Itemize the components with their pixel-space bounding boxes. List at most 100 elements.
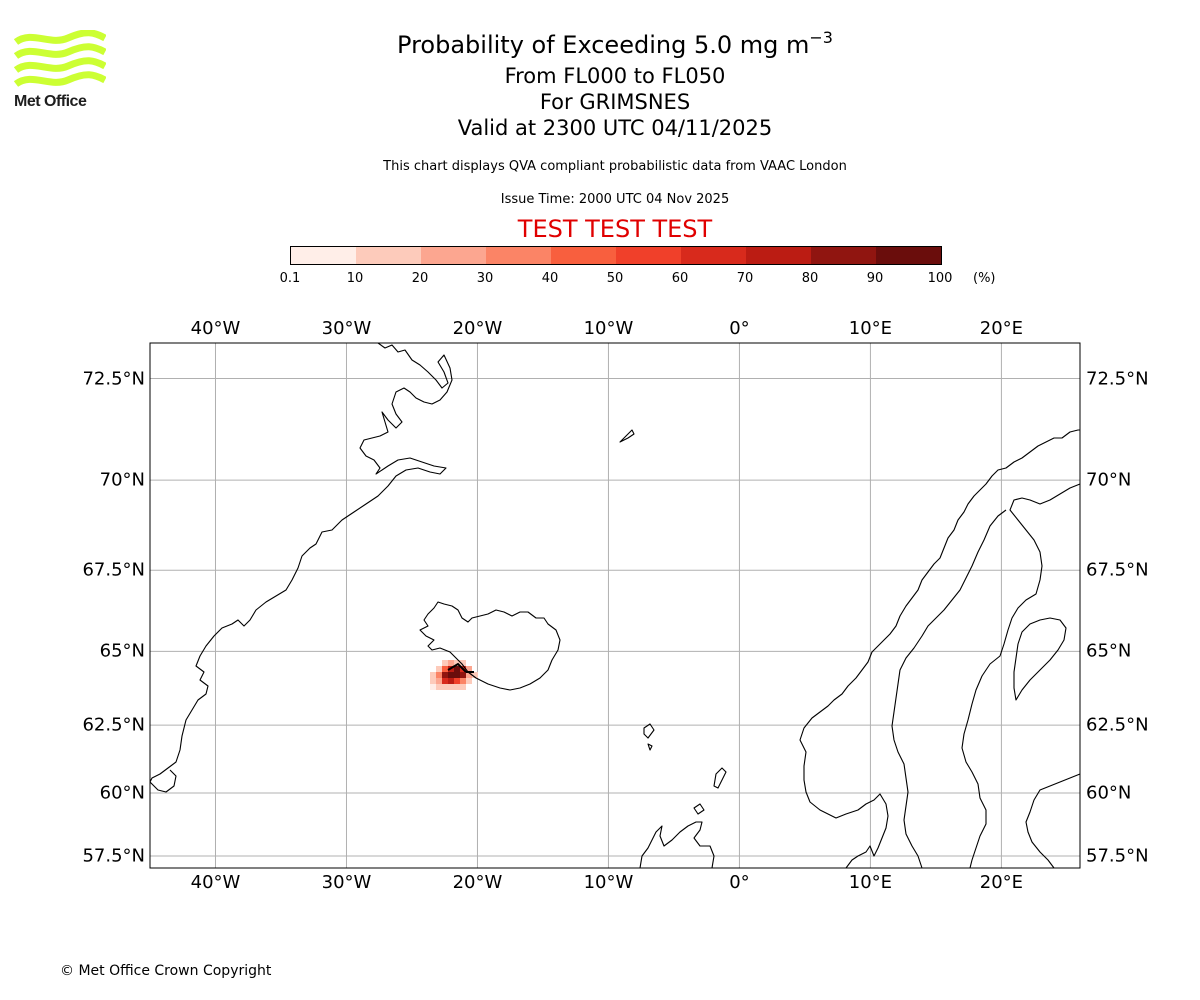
issue-time: Issue Time: 2000 UTC 04 Nov 2025 [500, 192, 730, 207]
latitude-label-left: 62.5°N [82, 714, 145, 736]
colorbar-tick-label: 40 [541, 271, 559, 286]
colorbar-segment [616, 247, 681, 264]
colorbar-tick-label: 60 [671, 271, 689, 286]
border-norway-inner [891, 509, 1007, 869]
plume-cell [454, 660, 460, 666]
plume-cell [442, 660, 448, 666]
latitude-label-left: 72.5°N [82, 368, 145, 389]
plume-cell [460, 660, 466, 666]
map-background [150, 343, 1080, 868]
volcano-marker [447, 662, 474, 673]
plume-cell [454, 678, 460, 684]
colorbar-tick-label: 50 [606, 271, 624, 286]
met-office-logo [14, 30, 106, 88]
longitude-label-bottom: 40°W [190, 872, 241, 893]
plume-cell [448, 660, 454, 666]
colorbar-tick-label: 0.1 [279, 271, 301, 286]
border-norway-sweden [961, 483, 1081, 869]
colorbar-segment [681, 247, 746, 264]
latitude-label-left: 60°N [99, 782, 145, 804]
colorbar-tick-label: 100 [927, 271, 953, 286]
plume-cell [436, 684, 442, 690]
longitude-label-bottom: 20°E [979, 872, 1024, 893]
valid-time: Valid at 2300 UTC 04/11/2025 [457, 116, 773, 140]
title-text: Probability of Exceeding 5.0 mg m [397, 31, 810, 59]
latitude-label-left: 57.5°N [82, 845, 145, 867]
colorbar-segment [356, 247, 421, 264]
chart-title: Probability of Exceeding 5.0 mg m−3 [0, 28, 1200, 59]
latitude-label-left: 67.5°N [82, 559, 145, 581]
flight-level-range: From FL000 to FL050 [504, 64, 726, 88]
title-exponent: −3 [809, 28, 833, 47]
plume-cell [442, 666, 448, 672]
latitude-label-right: 57.5°N [1086, 845, 1149, 867]
plume-cell [442, 678, 448, 684]
coastline-greenland-tip [149, 769, 177, 793]
data-source-note: This chart displays QVA compliant probab… [383, 159, 847, 174]
plume-cell [436, 666, 442, 672]
volcano-symbol [447, 662, 467, 673]
colorbar-segment [486, 247, 551, 264]
colorbar-unit: (%) [973, 271, 996, 286]
latitude-label-right: 62.5°N [1086, 714, 1149, 736]
colorbar-segment [876, 247, 941, 264]
plume-cell [454, 666, 460, 672]
plume-cell [448, 684, 454, 690]
test-banner: TEST TEST TEST [517, 215, 713, 243]
coastline-norway [799, 429, 1080, 869]
longitude-label-bottom: 10°W [583, 872, 634, 893]
colorbar-tick-label: 30 [476, 271, 494, 286]
coastline-scotland [639, 821, 715, 869]
coastline-jan-mayen [619, 429, 635, 443]
copyright: © Met Office Crown Copyright [60, 963, 272, 979]
plume-cell [466, 672, 472, 678]
colorbar-tick-label: 10 [346, 271, 364, 286]
colorbar-tick-label: 20 [411, 271, 429, 286]
longitude-label-top: 10°E [848, 318, 893, 339]
plume-cell [466, 678, 472, 684]
coastline-faroes [643, 723, 655, 751]
longitude-label-top: 0° [729, 318, 750, 339]
longitude-label-bottom: 20°W [452, 872, 503, 893]
longitude-label-top: 40°W [190, 318, 241, 339]
longitude-label-top: 30°W [321, 318, 372, 339]
colorbar-segment [291, 247, 356, 264]
latitude-label-right: 65°N [1086, 640, 1132, 662]
longitude-label-bottom: 10°E [848, 872, 893, 893]
plume-cell [430, 678, 436, 684]
coastline-bothnia [1013, 617, 1067, 701]
latitude-label-right: 72.5°N [1086, 368, 1149, 389]
plume-cell [448, 678, 454, 684]
latitude-label-right: 67.5°N [1086, 559, 1149, 581]
latitude-label-right: 60°N [1086, 782, 1132, 804]
colorbar-tick-label: 80 [801, 271, 819, 286]
latitude-label-right: 70°N [1086, 469, 1132, 491]
coastlines [149, 342, 1081, 869]
plume-cell [454, 672, 460, 678]
coastline-orkney [693, 803, 705, 815]
coastline-greenland [149, 342, 453, 783]
plume-cell [430, 684, 436, 690]
coastline-finland [1025, 773, 1081, 869]
plume-cell [442, 684, 448, 690]
plume-cell [430, 672, 436, 678]
colorbar-segment [421, 247, 486, 264]
plume-cell [454, 684, 460, 690]
map-frame [149, 342, 1081, 869]
colorbar-tick-label: 90 [866, 271, 884, 286]
coastline-iceland [419, 601, 561, 691]
colorbar-segment [551, 247, 616, 264]
plume-cell [448, 672, 454, 678]
plume-cell [460, 672, 466, 678]
longitude-label-top: 10°W [583, 318, 634, 339]
latitude-label-left: 65°N [99, 640, 145, 662]
plume-cell [460, 678, 466, 684]
ash-plume [430, 660, 478, 690]
plume-cell [442, 672, 448, 678]
longitude-label-top: 20°W [452, 318, 503, 339]
plume-cell [436, 678, 442, 684]
plume-cell [460, 684, 466, 690]
longitude-label-bottom: 30°W [321, 872, 372, 893]
longitude-label-top: 20°E [979, 318, 1024, 339]
gridlines [150, 343, 1080, 868]
